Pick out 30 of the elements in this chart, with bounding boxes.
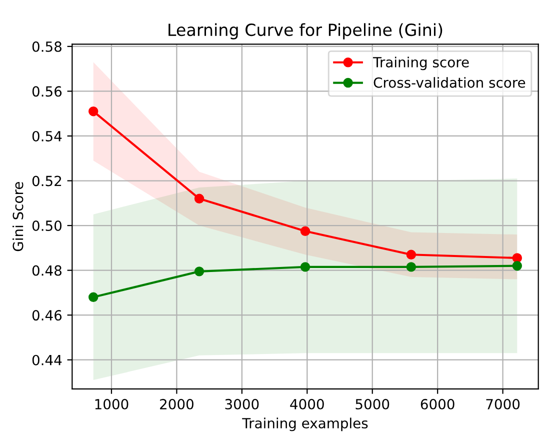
point xyxy=(88,292,98,302)
point xyxy=(300,262,310,272)
point xyxy=(88,106,98,116)
x-tick-label: 5000 xyxy=(356,398,390,410)
point xyxy=(406,250,416,260)
chart-title: Learning Curve for Pipeline (Gini) xyxy=(168,23,442,40)
x-tick-label: 2000 xyxy=(160,398,194,410)
legend-label: Cross-validation score xyxy=(374,77,526,88)
point xyxy=(194,194,204,204)
x-tick-label: 7000 xyxy=(486,398,520,410)
x-tick-label: 3000 xyxy=(225,398,259,410)
point xyxy=(194,266,204,276)
legend-label: Training score xyxy=(372,56,469,70)
y-tick-label: 0.52 xyxy=(32,176,62,186)
point xyxy=(512,260,522,271)
y-tick-label: 0.44 xyxy=(32,354,62,366)
y-tick-label: 0.46 xyxy=(32,310,62,321)
point xyxy=(300,226,310,236)
point xyxy=(406,262,416,272)
y-tick-label: 0.48 xyxy=(32,265,62,276)
y-tick-label: 0.58 xyxy=(32,41,62,52)
x-tick-label: 6000 xyxy=(420,398,454,410)
point xyxy=(512,253,522,263)
y-tick-label: 0.54 xyxy=(32,130,62,142)
x-tick-label: 1000 xyxy=(95,398,128,410)
y-tick-label: 0.56 xyxy=(32,86,62,97)
x-axis-title: Training examples xyxy=(242,418,368,432)
x-tick-label: 4000 xyxy=(290,398,324,410)
y-tick-label: 0.50 xyxy=(32,220,62,232)
y-axis-title: Gini Score xyxy=(12,182,24,252)
